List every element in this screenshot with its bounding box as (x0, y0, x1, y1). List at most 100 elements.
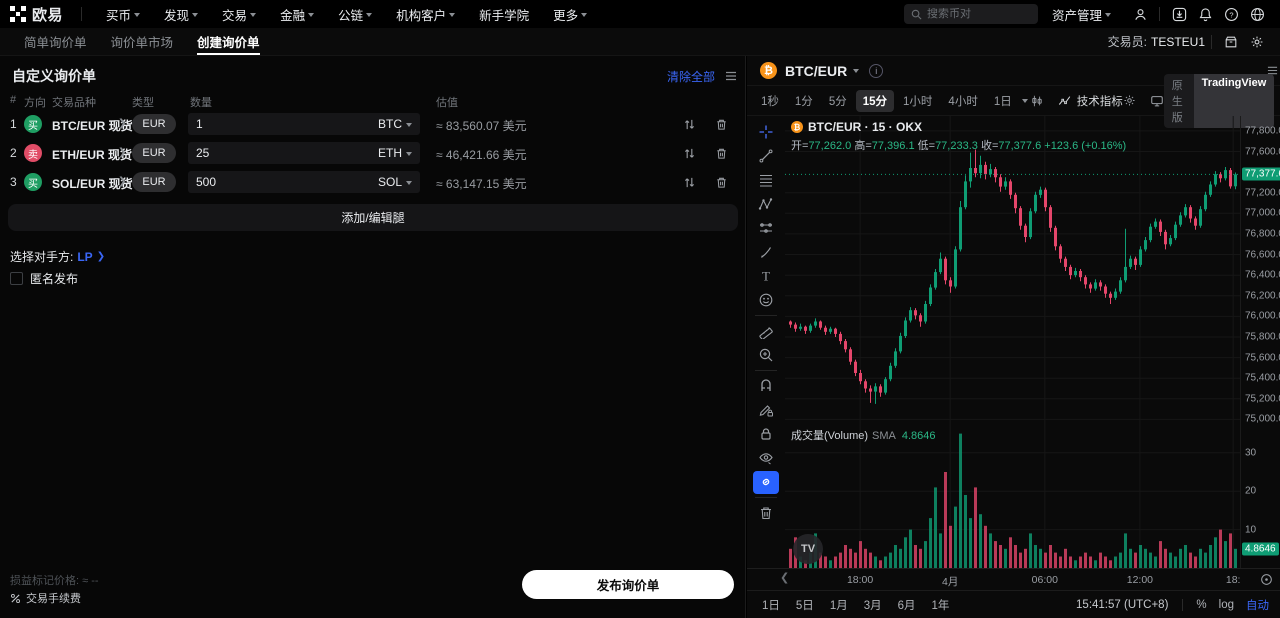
unit-selector[interactable]: ETH (378, 146, 420, 160)
search-input[interactable] (926, 8, 1027, 20)
pair-selector[interactable]: SOL/EUR 现货 (52, 177, 133, 191)
range-6月[interactable]: 6月 (897, 599, 916, 612)
quantity-input[interactable] (188, 117, 378, 131)
chart-settings-gear-icon[interactable] (1123, 88, 1136, 114)
nav-item-4[interactable]: 公链 (328, 0, 382, 28)
user-icon[interactable] (1127, 1, 1153, 27)
chevron-left-icon[interactable]: ❮ (780, 572, 790, 584)
timeframe-1秒[interactable]: 1秒 (761, 95, 779, 108)
quantity-input[interactable] (188, 175, 378, 189)
native-version-tab[interactable]: 原生版 (1171, 79, 1183, 124)
fib-retracement-tool-icon[interactable] (753, 169, 779, 192)
nav-item-2[interactable]: 交易 (212, 0, 266, 28)
range-1日[interactable]: 1日 (762, 599, 780, 612)
search-box[interactable] (903, 4, 1038, 24)
fee-label[interactable]: 交易手续费 (26, 593, 81, 605)
col-value: 估值 (436, 97, 458, 109)
timeframe-1小时[interactable]: 1小时 (903, 95, 933, 108)
quantity-input[interactable] (188, 146, 378, 160)
lock-all-tool-icon[interactable] (753, 423, 779, 446)
crosshair-tool-icon[interactable] (753, 121, 779, 144)
magnet-tool-icon[interactable] (753, 375, 779, 398)
pair-title[interactable]: BTC/EUR (785, 62, 848, 79)
trash-tool-icon[interactable] (753, 502, 779, 525)
range-1月[interactable]: 1月 (829, 599, 848, 612)
tradingview-tab[interactable]: TradingView (1193, 73, 1275, 128)
indicators-button[interactable]: 技术指标 (1058, 93, 1123, 109)
globe-icon[interactable] (1244, 1, 1270, 27)
trash-icon[interactable] (712, 144, 730, 162)
timeframe-1分[interactable]: 1分 (794, 95, 813, 108)
clear-all-link[interactable]: 清除全部 (666, 69, 715, 84)
zoom-in-tool-icon[interactable] (753, 344, 779, 367)
long-position-tool-icon[interactable] (753, 217, 779, 240)
info-icon[interactable]: i (869, 63, 884, 78)
candle-style-icon[interactable] (1030, 88, 1044, 114)
emoji-tool-icon[interactable] (753, 289, 779, 312)
chart-canvas[interactable]: ₿ BTC/EUR · 15 · OKX 开=77,262.0 高=77,396… (785, 116, 1240, 568)
draw-lock-tool-icon[interactable] (753, 399, 779, 422)
menu-icon[interactable] (725, 70, 737, 82)
swap-side-icon[interactable] (680, 173, 698, 191)
link-drawings-tool-icon[interactable] (753, 470, 779, 494)
trash-icon[interactable] (712, 115, 730, 133)
nav-item-1[interactable]: 发现 (154, 0, 208, 28)
nav-item-5[interactable]: 机构客户 (386, 0, 465, 28)
text-tool-icon[interactable]: T (753, 265, 779, 288)
okx-logo[interactable]: 欧易 (10, 4, 63, 25)
trend-line-tool-icon[interactable] (753, 145, 779, 168)
currency-pill[interactable]: EUR (132, 172, 176, 192)
currency-pill[interactable]: EUR (132, 143, 176, 163)
nav-item-7[interactable]: 更多 (543, 0, 597, 28)
tab-2[interactable]: 创建询价单 (185, 28, 272, 55)
anonymous-checkbox[interactable] (10, 272, 23, 285)
brush-tool-icon[interactable] (753, 241, 779, 264)
range-1年[interactable]: 1年 (931, 599, 950, 612)
pair-selector[interactable]: BTC/EUR 现货 (52, 119, 133, 133)
timeframe-5分[interactable]: 5分 (828, 95, 847, 108)
custom-rfq-panel: 自定义询价单 清除全部 # 方向 交易品种 类型 数量 估值 1 买 BTC/EUR… (0, 56, 746, 618)
nav-item-label: 交易 (222, 8, 248, 23)
nav-item-0[interactable]: 买币 (96, 0, 150, 28)
unit-selector[interactable]: BTC (378, 117, 420, 131)
price-axis[interactable]: 77,800.0 77,600.0 77,200.0 77,000.0 76,800.0… (1240, 116, 1280, 568)
help-icon[interactable]: ? (1218, 1, 1244, 27)
nav-item-6[interactable]: 新手学院 (469, 0, 539, 28)
pair-selector[interactable]: ETH/EUR 现货 (52, 148, 133, 162)
add-edit-legs-button[interactable]: 添加/编辑腿 (8, 204, 738, 231)
swap-side-icon[interactable] (680, 115, 698, 133)
publish-rfq-button[interactable]: 发布询价单 (522, 570, 734, 599)
asset-management-menu[interactable]: 资产管理 (1052, 5, 1111, 24)
scroll-target-icon[interactable] (1260, 573, 1273, 586)
hide-drawings-tool-icon[interactable] (753, 447, 779, 470)
gear-icon[interactable] (1244, 29, 1270, 55)
trash-icon[interactable] (712, 173, 730, 191)
download-icon[interactable] (1166, 1, 1192, 27)
counterparty-value[interactable]: LP (77, 249, 93, 264)
range-5日[interactable]: 5日 (795, 599, 814, 612)
range-3月[interactable]: 3月 (863, 599, 882, 612)
swap-side-icon[interactable] (680, 144, 698, 162)
timeframe-15分[interactable]: 15分 (855, 89, 895, 112)
time-axis[interactable]: ❮ 18:00 4月 06:00 12:00 18: (747, 568, 1280, 590)
nav-item-3[interactable]: 金融 (270, 0, 324, 28)
ruler-tool-icon[interactable] (753, 320, 779, 343)
auto-scale-button[interactable]: 自动 (1246, 599, 1269, 612)
currency-pill[interactable]: EUR (132, 114, 176, 134)
clock[interactable]: 15:41:57 (UTC+8) (1076, 598, 1169, 611)
log-scale-button[interactable]: log (1218, 598, 1234, 611)
chevron-down-icon[interactable] (853, 69, 860, 73)
top-navigation: 欧易 买币 发现 交易 金融 公链 机构客户 新手学院 更多 资产管理 (0, 0, 1280, 28)
percent-scale-button[interactable]: % (1196, 598, 1207, 611)
timeframe-4小时[interactable]: 4小时 (948, 95, 978, 108)
bell-icon[interactable] (1192, 1, 1218, 27)
xabcd-pattern-tool-icon[interactable] (753, 193, 779, 216)
tab-1[interactable]: 询价单市场 (110, 36, 174, 50)
display-layout-icon[interactable] (1150, 88, 1164, 114)
tab-0[interactable]: 简单询价单 (24, 36, 87, 50)
timeframe-1日[interactable]: 1日 (993, 95, 1012, 108)
chevron-down-icon[interactable] (1021, 98, 1028, 103)
orders-box-icon[interactable] (1218, 29, 1244, 55)
unit-selector[interactable]: SOL (378, 175, 420, 189)
range-buttons: 1日 5日 1月 3月 6月 1年 (755, 594, 956, 616)
